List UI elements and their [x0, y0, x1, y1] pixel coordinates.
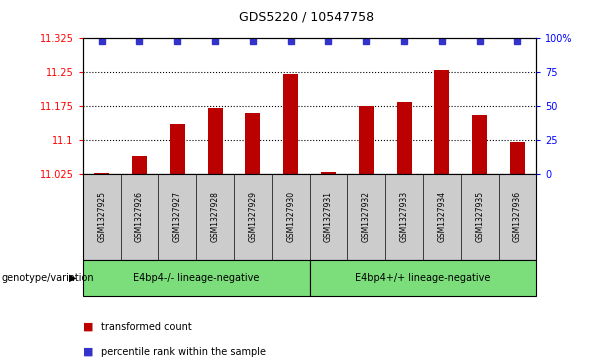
Bar [207, 109, 223, 174]
Text: E4bp4-/- lineage-negative: E4bp4-/- lineage-negative [133, 273, 259, 283]
Text: ■: ■ [83, 347, 93, 357]
Text: GSM1327934: GSM1327934 [437, 191, 446, 242]
Text: GSM1327926: GSM1327926 [135, 191, 144, 242]
Text: GSM1327936: GSM1327936 [513, 191, 522, 242]
Text: GSM1327931: GSM1327931 [324, 191, 333, 242]
Bar [321, 172, 336, 174]
Text: GSM1327928: GSM1327928 [210, 191, 219, 242]
Text: GSM1327930: GSM1327930 [286, 191, 295, 242]
Text: ▶: ▶ [69, 273, 77, 283]
Bar [170, 124, 185, 174]
Bar [245, 113, 261, 174]
Bar [359, 106, 374, 174]
Text: GSM1327933: GSM1327933 [400, 191, 409, 242]
Bar [132, 156, 147, 174]
Text: GSM1327929: GSM1327929 [248, 191, 257, 242]
Text: ■: ■ [83, 322, 93, 332]
Text: percentile rank within the sample: percentile rank within the sample [101, 347, 266, 357]
Text: GDS5220 / 10547758: GDS5220 / 10547758 [239, 11, 374, 24]
Text: GSM1327932: GSM1327932 [362, 191, 371, 242]
Text: GSM1327925: GSM1327925 [97, 191, 106, 242]
Bar [510, 142, 525, 174]
Text: E4bp4+/+ lineage-negative: E4bp4+/+ lineage-negative [356, 273, 490, 283]
Bar [397, 102, 412, 174]
Bar [434, 70, 449, 174]
Text: GSM1327927: GSM1327927 [173, 191, 182, 242]
Bar [472, 115, 487, 174]
Text: GSM1327935: GSM1327935 [475, 191, 484, 242]
Text: genotype/variation: genotype/variation [1, 273, 94, 283]
Text: transformed count: transformed count [101, 322, 192, 332]
Bar [283, 74, 299, 174]
